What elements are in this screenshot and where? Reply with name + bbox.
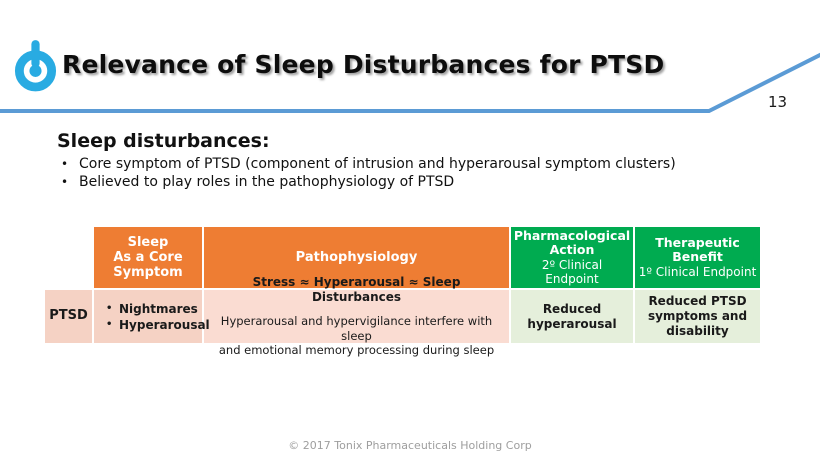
power-icon (14, 40, 57, 92)
header-pharm-action-title: Pharmacological Action (513, 227, 631, 258)
pathophysiology-detail: Hyperarousal and hypervigilance interfer… (218, 314, 495, 358)
symptom-item: Nightmares (105, 301, 198, 317)
symptom-endpoint-table: Sleep As a Core Symptom Pathophysiology … (45, 227, 760, 357)
header-pharm-action-subtitle: 2º Clinical Endpoint (541, 258, 603, 287)
intro-section: Sleep disturbances: Core symptom of PTSD… (57, 130, 737, 191)
header-sleep-core-symptom: Sleep As a Core Symptom (94, 227, 202, 288)
header-pathophysiology: Pathophysiology (204, 227, 509, 288)
bullet-item: Core symptom of PTSD (component of intru… (57, 156, 737, 174)
section-heading: Sleep disturbances: (57, 130, 270, 152)
row-label-ptsd: PTSD (45, 290, 92, 343)
header-ther-benefit-title: Therapeutic Benefit (655, 234, 740, 265)
symptom-item: Hyperarousal (105, 317, 210, 333)
bullet-list: Core symptom of PTSD (component of intru… (57, 156, 737, 191)
pathophysiology-headline: Stress ≈ Hyperarousal ≈ Sleep Disturbanc… (252, 275, 461, 305)
cell-core-symptoms: Nightmares Hyperarousal (94, 290, 210, 343)
slide-title: Relevance of Sleep Disturbances for PTSD (62, 50, 665, 79)
cell-pharmacological-action: Reduced hyperarousal (511, 290, 633, 343)
cell-pathophysiology: Stress ≈ Hyperarousal ≈ Sleep Disturbanc… (204, 275, 509, 357)
bullet-item: Believed to play roles in the pathophysi… (57, 174, 737, 192)
footer-copyright: © 2017 Tonix Pharmaceuticals Holding Cor… (288, 439, 532, 452)
header-ther-benefit-subtitle: 1º Clinical Endpoint (638, 265, 757, 280)
header-pharmacological-action: Pharmacological Action 2º Clinical Endpo… (511, 227, 633, 288)
header-spacer (45, 227, 92, 288)
cell-therapeutic-benefit: Reduced PTSD symptoms and disability (635, 290, 760, 343)
header-therapeutic-benefit: Therapeutic Benefit 1º Clinical Endpoint (635, 227, 760, 288)
page-number: 13 (768, 93, 788, 111)
